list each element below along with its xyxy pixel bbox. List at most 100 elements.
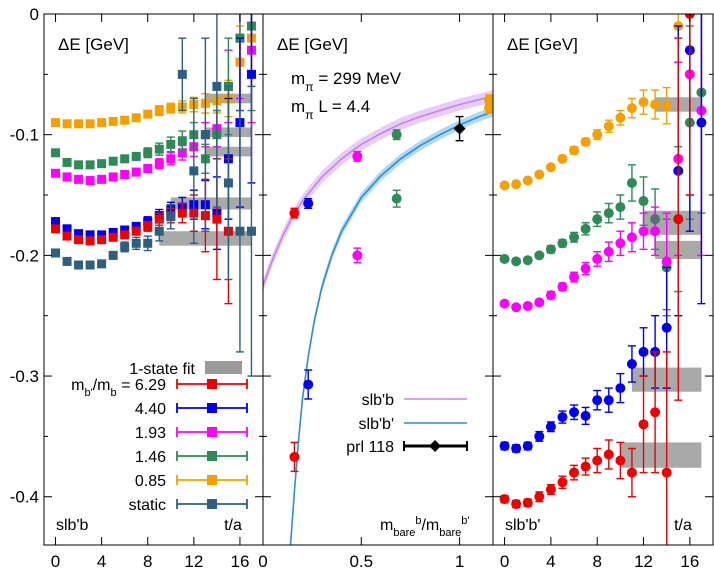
- plot-frame: [492, 13, 714, 546]
- data-point: [638, 196, 649, 207]
- data-point: [177, 136, 187, 146]
- data-point: [650, 226, 661, 237]
- data-point: [580, 136, 591, 147]
- data-point: [603, 246, 614, 257]
- data-point: [545, 162, 556, 173]
- data-point: [51, 217, 61, 227]
- legend-marker: [207, 451, 217, 461]
- data-point: [154, 106, 164, 116]
- data-point: [569, 232, 580, 243]
- x-tick-label: 0: [500, 552, 509, 571]
- data-point: [74, 260, 84, 270]
- data-point: [522, 255, 533, 266]
- data-point: [120, 242, 130, 252]
- data-point: [557, 477, 568, 488]
- data-point: [615, 238, 626, 249]
- data-point: [661, 256, 672, 267]
- x-tick-label: 0: [51, 552, 60, 571]
- data-point: [626, 467, 637, 478]
- data-point: [166, 154, 176, 164]
- data-point: [166, 139, 176, 149]
- legend-label: static: [129, 497, 166, 514]
- x-axis-label: t/a: [674, 517, 692, 534]
- data-point: [74, 119, 84, 129]
- panel-ylabel: ΔE [GeV]: [277, 35, 348, 54]
- data-point: [522, 301, 533, 312]
- y-tick-label: -0.3: [10, 367, 39, 386]
- data-point: [615, 112, 626, 123]
- data-point: [131, 221, 141, 231]
- data-point: [143, 221, 153, 231]
- legend-marker: [207, 499, 217, 509]
- plot-area: [51, 14, 256, 377]
- data-point: [200, 130, 210, 140]
- annotation-mpiL: mπ L = 4.4: [291, 97, 370, 122]
- plot-frame: [262, 13, 494, 546]
- data-point: [580, 263, 591, 274]
- data-point: [557, 153, 568, 164]
- panel-right: 0 4 8 12 16 ΔE [GeV] slb'b' t/a: [492, 13, 714, 571]
- x-tick-label: 12: [184, 552, 203, 571]
- corner-label: slb'b': [505, 517, 540, 534]
- data-point: [661, 100, 672, 111]
- data-point: [499, 441, 510, 452]
- data-point: [603, 121, 614, 132]
- data-point: [85, 230, 95, 240]
- data-point: [580, 461, 591, 472]
- data-point: [120, 230, 130, 240]
- plot-area: [263, 90, 493, 545]
- x-tick-label: 16: [680, 552, 699, 571]
- data-point: [51, 248, 61, 258]
- data-point: [74, 174, 84, 184]
- data-point: [615, 383, 626, 394]
- data-point: [511, 179, 522, 190]
- data-point: [661, 322, 672, 333]
- data-point: [120, 170, 130, 180]
- curve-line: [263, 95, 493, 286]
- legend-diamond: [429, 440, 441, 452]
- data-point: [62, 157, 72, 167]
- x-tick-label: 4: [546, 552, 555, 571]
- data-point: [177, 148, 187, 158]
- data-point: [673, 214, 684, 225]
- data-point: [499, 494, 510, 505]
- x-tick-label: 1: [455, 552, 464, 571]
- data-point: [120, 225, 130, 235]
- data-point: [499, 253, 510, 264]
- data-point: [603, 395, 614, 406]
- data-point: [51, 224, 61, 234]
- data-point: [557, 281, 568, 292]
- annotation-mpi: mπ = 299 MeV: [291, 69, 402, 94]
- data-point: [638, 97, 649, 108]
- data-point: [545, 421, 556, 432]
- data-point: [534, 431, 545, 442]
- legend-label: 1.93: [135, 425, 166, 442]
- data-point: [545, 244, 556, 255]
- data-point: [592, 395, 603, 406]
- data-point: [511, 302, 522, 313]
- data-point: [522, 441, 533, 452]
- data-point: [120, 154, 130, 164]
- data-point: [638, 226, 649, 237]
- x-tick-label: 8: [592, 552, 601, 571]
- legend-marker: [207, 403, 217, 413]
- x-tick-label: 4: [97, 552, 106, 571]
- legend-band: [205, 361, 242, 374]
- plot-area: [499, 14, 707, 545]
- data-point: [154, 214, 164, 224]
- data-point: [166, 212, 176, 222]
- data-point: [569, 145, 580, 156]
- legend-marker: [207, 475, 217, 485]
- series-4.40: [499, 14, 707, 454]
- data-point: [511, 498, 522, 509]
- x-axis-label: mbareb/mbareb': [380, 515, 470, 539]
- data-point: [557, 412, 568, 423]
- data-point: [522, 175, 533, 186]
- data-point: [615, 202, 626, 213]
- data-point: [580, 223, 591, 234]
- panel-ylabel: ΔE [GeV]: [507, 35, 578, 54]
- data-point: [650, 407, 661, 418]
- data-point: [289, 451, 300, 462]
- data-point: [592, 253, 603, 264]
